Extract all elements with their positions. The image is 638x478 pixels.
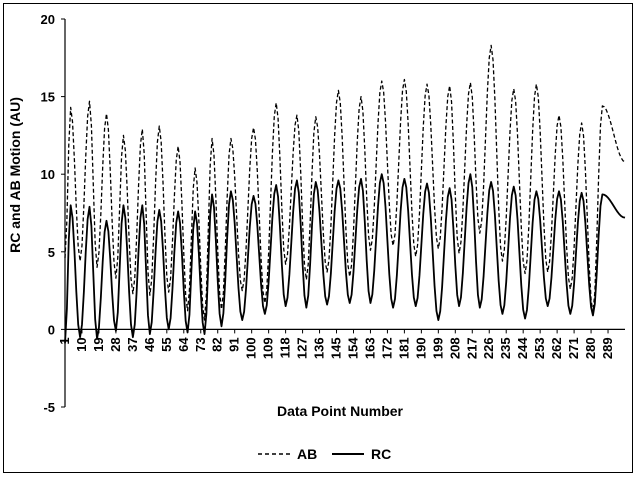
x-axis-title: Data Point Number [277,403,404,419]
y-axis-title: RC and AB Motion (AU) [7,97,23,253]
x-tick-label: 19 [91,337,106,351]
x-tick-label: 91 [227,337,242,351]
x-tick-label: 10 [74,337,89,351]
x-tick-label: 28 [108,337,123,351]
x-tick-label: 262 [549,337,564,359]
x-tick-label: 100 [244,337,259,359]
x-tick-label: 226 [481,337,496,359]
y-axis-ticks: -5 0 5 10 15 20 [41,12,65,415]
x-tick-label: 64 [176,337,191,352]
x-tick-label: 127 [295,337,310,359]
series-line-ab [64,44,626,321]
x-tick-label: 217 [464,337,479,359]
series-layer [64,44,626,344]
x-tick-label: 82 [210,337,225,351]
x-tick-label: 271 [566,337,581,359]
x-tick-label: 136 [312,337,327,359]
y-tick-label: 10 [41,167,55,182]
x-tick-label: 190 [413,337,428,359]
x-tick-label: 289 [600,337,615,359]
legend-ab-label: AB [297,446,317,462]
series-line-rc [64,173,626,344]
y-tick-label: 5 [48,245,55,260]
x-tick-label: 109 [261,337,276,359]
x-tick-label: 46 [142,337,157,351]
x-tick-label: 208 [447,337,462,359]
x-tick-label: 145 [329,337,344,359]
y-tick-label: 20 [41,12,55,27]
x-axis-ticks: 1101928374655647382911001091181271361451… [57,329,615,359]
y-tick-label: 15 [41,90,55,105]
y-tick-label: 0 [48,322,55,337]
x-tick-label: 253 [532,337,547,359]
x-tick-label: 181 [396,337,411,359]
legend-rc-label: RC [371,446,391,462]
x-tick-label: 154 [345,337,360,359]
x-tick-label: 235 [498,337,513,359]
x-tick-label: 73 [193,337,208,351]
y-tick-label: -5 [43,400,55,415]
x-tick-label: 172 [379,337,394,359]
x-tick-label: 163 [362,337,377,359]
x-tick-label: 37 [125,337,140,351]
x-tick-label: 118 [278,337,293,358]
x-tick-label: 199 [430,337,445,359]
x-tick-label: 55 [159,337,174,351]
x-tick-label: 244 [515,337,530,359]
x-tick-label: 280 [583,337,598,359]
legend: AB RC [258,446,391,462]
